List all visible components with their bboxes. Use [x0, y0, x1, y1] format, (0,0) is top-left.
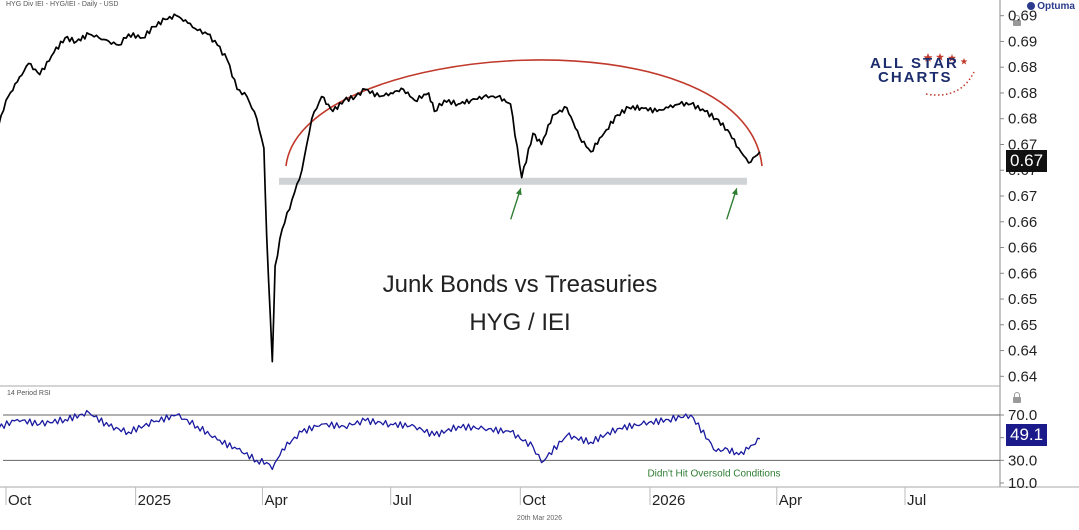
y-tick-label: 0.68 [1008, 111, 1037, 128]
logo-line2: CHARTS [878, 69, 953, 86]
rsi-line [0, 409, 761, 471]
lock-icon[interactable] [1013, 15, 1021, 27]
lock-icon-rsi[interactable] [1013, 392, 1021, 404]
rsi-y-tick-label: 70.0 [1008, 407, 1037, 424]
footer-date: 20th Mar 2026 [516, 515, 563, 522]
brand-name: Optuma [1037, 1, 1075, 12]
rsi-annotation: Didn't Hit Oversold Conditions [647, 468, 780, 479]
optuma-logo-icon [1027, 2, 1036, 10]
y-tick-label: 0.68 [1008, 85, 1037, 102]
price-line [0, 13, 761, 363]
support-arrow-mar [726, 188, 738, 220]
rsi-panel-title: 14 Period RSI [7, 390, 51, 397]
y-tick-label: 0.64 [1008, 368, 1037, 385]
y-tick-label: 0.67 [1008, 188, 1037, 205]
y-tick-label: 0.64 [1008, 343, 1037, 360]
y-tick-label: 0.69 [1008, 33, 1037, 50]
x-tick-label: Jul [393, 492, 412, 509]
y-tick-label: 0.69 [1008, 8, 1037, 25]
y-tick-label: 0.65 [1008, 317, 1037, 334]
rounded-top-arc [285, 59, 763, 167]
support-arrow-mar-head [731, 188, 738, 196]
x-tick-label: 2025 [138, 492, 171, 509]
last-rsi-box: 49.1 [1006, 424, 1048, 446]
support-arrow-oct-head [515, 188, 522, 196]
support-arrow-oct [510, 188, 522, 220]
y-tick-label: 0.67 [1008, 136, 1037, 153]
x-tick-label: Oct [8, 492, 32, 509]
y-tick-label: 0.68 [1008, 59, 1037, 76]
star-arc-icon [923, 53, 975, 96]
y-tick-label: 0.66 [1008, 240, 1037, 257]
y-tick-label: 0.65 [1008, 291, 1037, 308]
y-tick-label: 0.66 [1008, 214, 1037, 231]
x-tick-label: Jul [907, 492, 926, 509]
symbol-header: HYG Div IEI - HYG/IEI - Daily - USD [6, 1, 119, 8]
x-tick-label: Oct [522, 492, 546, 509]
x-tick-label: 2026 [652, 492, 685, 509]
x-tick-label: Apr [264, 492, 287, 509]
rsi-y-tick-label: 10.0 [1008, 475, 1037, 492]
rsi-y-tick-label: 30.0 [1008, 452, 1037, 469]
last-price-box: 0.67 [1006, 150, 1048, 172]
chart-title: Junk Bonds vs Treasuries [383, 271, 658, 298]
allstarcharts-logo: ALL STAR CHARTS [868, 50, 980, 100]
support-band [279, 177, 747, 185]
y-tick-label: 0.66 [1008, 265, 1037, 282]
optuma-brand: Optuma [1027, 1, 1075, 12]
chart-subtitle: HYG / IEI [469, 309, 570, 336]
x-tick-label: Apr [779, 492, 802, 509]
logo-line1: ALL STAR [870, 55, 959, 72]
